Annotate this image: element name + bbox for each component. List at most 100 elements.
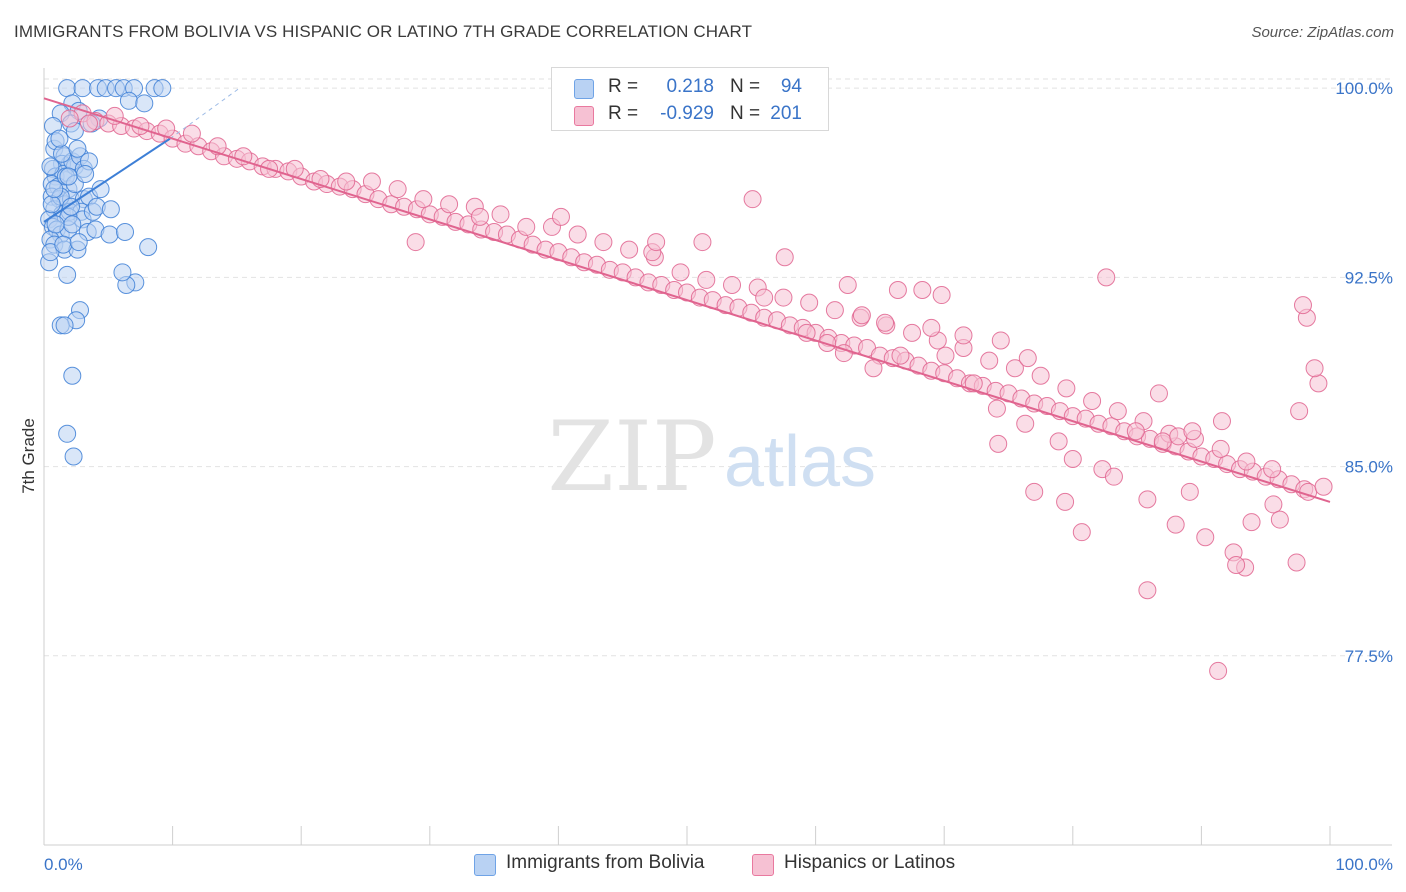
bolivia-trend-line xyxy=(43,137,171,223)
hispanic-point xyxy=(838,275,857,294)
bolivia-point xyxy=(63,366,82,385)
hispanic-point xyxy=(991,331,1010,350)
hispanic-point xyxy=(671,263,690,282)
bolivia-point xyxy=(46,215,65,234)
y-tick-label: 100.0% xyxy=(1335,79,1393,98)
hispanic-point xyxy=(888,281,907,299)
hispanic-point xyxy=(818,333,837,352)
hispanic-point xyxy=(1183,422,1202,441)
hispanic-point xyxy=(337,172,356,191)
hispanic-point xyxy=(1166,515,1185,534)
bolivia-point xyxy=(58,79,77,98)
hispanic-point xyxy=(1063,450,1082,469)
bolivia-trend-extension xyxy=(169,87,240,140)
bolivia-point xyxy=(101,200,120,219)
hispanic-point xyxy=(1287,553,1306,572)
hispanic-point xyxy=(1305,359,1324,378)
hispanic-point xyxy=(932,286,951,305)
legend-swatch-hispanic xyxy=(574,106,594,126)
bolivia-point xyxy=(50,129,69,148)
legend-r-value: 0.218 xyxy=(666,76,714,97)
watermark-atlas: atlas xyxy=(724,422,876,502)
bolivia-point xyxy=(116,222,135,241)
legend-n-label: N = xyxy=(730,76,761,97)
hispanic-point xyxy=(1237,452,1256,471)
bolivia-point xyxy=(69,233,88,252)
hispanic-point xyxy=(1180,482,1199,501)
hispanic-point xyxy=(594,233,613,252)
hispanic-point xyxy=(891,346,910,365)
hispanic-point xyxy=(1270,510,1289,529)
hispanic-point xyxy=(1138,581,1157,600)
hispanic-point xyxy=(723,275,742,294)
hispanic-point xyxy=(414,190,433,209)
hispanic-point xyxy=(1138,490,1157,509)
bolivia-point xyxy=(153,79,172,98)
hispanic-point xyxy=(440,195,459,214)
legend-n-value: 201 xyxy=(770,103,802,124)
legend-r-value: -0.929 xyxy=(660,103,714,124)
y-tick-label: 77.5% xyxy=(1345,647,1393,666)
chart-title: IMMIGRANTS FROM BOLIVIA VS HISPANIC OR L… xyxy=(14,22,753,41)
bolivia-point xyxy=(135,94,154,113)
legend-r-label: R = xyxy=(608,103,639,124)
hispanic-point xyxy=(989,434,1008,453)
hispanic-point xyxy=(1209,661,1228,680)
series-label-bolivia: Immigrants from Bolivia xyxy=(506,852,705,873)
hispanic-point xyxy=(1263,460,1282,479)
hispanic-point xyxy=(470,207,489,226)
hispanic-point xyxy=(362,172,381,191)
bolivia-point xyxy=(100,225,119,244)
legend-n-value: 94 xyxy=(780,76,802,97)
bolivia-point xyxy=(54,235,73,254)
bolivia-point xyxy=(58,424,77,443)
hispanic-point xyxy=(864,359,883,378)
hispanic-point xyxy=(1083,392,1102,410)
hispanic-point xyxy=(1290,402,1309,421)
y-axis-title: 7th Grade xyxy=(19,418,38,494)
hispanic-point xyxy=(774,288,793,307)
hispanic-point xyxy=(491,205,510,224)
bolivia-point xyxy=(64,447,83,466)
bolivia-point xyxy=(113,263,132,282)
hispanic-point xyxy=(1072,523,1091,542)
hispanic-point xyxy=(1227,555,1246,574)
hispanic-point xyxy=(954,326,973,345)
bolivia-point xyxy=(45,180,64,199)
hispanic-point xyxy=(182,124,201,143)
hispanic-point xyxy=(1016,414,1035,433)
legend-swatch-bolivia xyxy=(574,79,594,99)
legend-n-label: N = xyxy=(730,103,761,124)
bolivia-point xyxy=(63,215,82,234)
series-label-hispanic: Hispanics or Latinos xyxy=(784,852,956,873)
watermark-zip: ZIP xyxy=(547,401,716,513)
hispanic-point xyxy=(406,233,425,252)
bolivia-point xyxy=(76,164,95,183)
y-tick-label: 85.0% xyxy=(1345,458,1393,477)
tick-labels: 77.5% 85.0% 92.5% 100.0% 7th Grade 0.0% 100.0% xyxy=(19,79,1393,874)
bolivia-point xyxy=(42,195,61,214)
hispanic-point xyxy=(876,313,895,332)
hispanic-point xyxy=(388,180,407,199)
bolivia-point xyxy=(73,79,92,98)
hispanic-point xyxy=(1031,366,1050,385)
bolivia-point xyxy=(119,91,138,110)
hispanic-point xyxy=(936,346,955,365)
x-tick-label: 100.0% xyxy=(1335,855,1393,874)
hispanic-point xyxy=(980,351,999,370)
legend-row-bolivia: R = 0.218 N = 94 xyxy=(552,74,828,100)
hispanic-point xyxy=(1264,495,1283,514)
hispanic-point xyxy=(1057,379,1076,398)
hispanic-point xyxy=(903,323,922,342)
hispanic-point xyxy=(1056,492,1075,511)
legend-row-hispanic: R = -0.929 N = 201 xyxy=(552,101,828,127)
correlation-legend: R = 0.218 N = 94 R = -0.929 N = 201 xyxy=(551,67,829,131)
hispanic-point xyxy=(743,190,762,209)
hispanic-point xyxy=(913,281,932,299)
bolivia-point xyxy=(68,139,87,158)
data-points xyxy=(40,79,1333,680)
hispanic-point xyxy=(1196,528,1215,547)
source-label: Source: ZipAtlas.com xyxy=(1251,24,1394,41)
hispanic-point xyxy=(1097,268,1116,287)
